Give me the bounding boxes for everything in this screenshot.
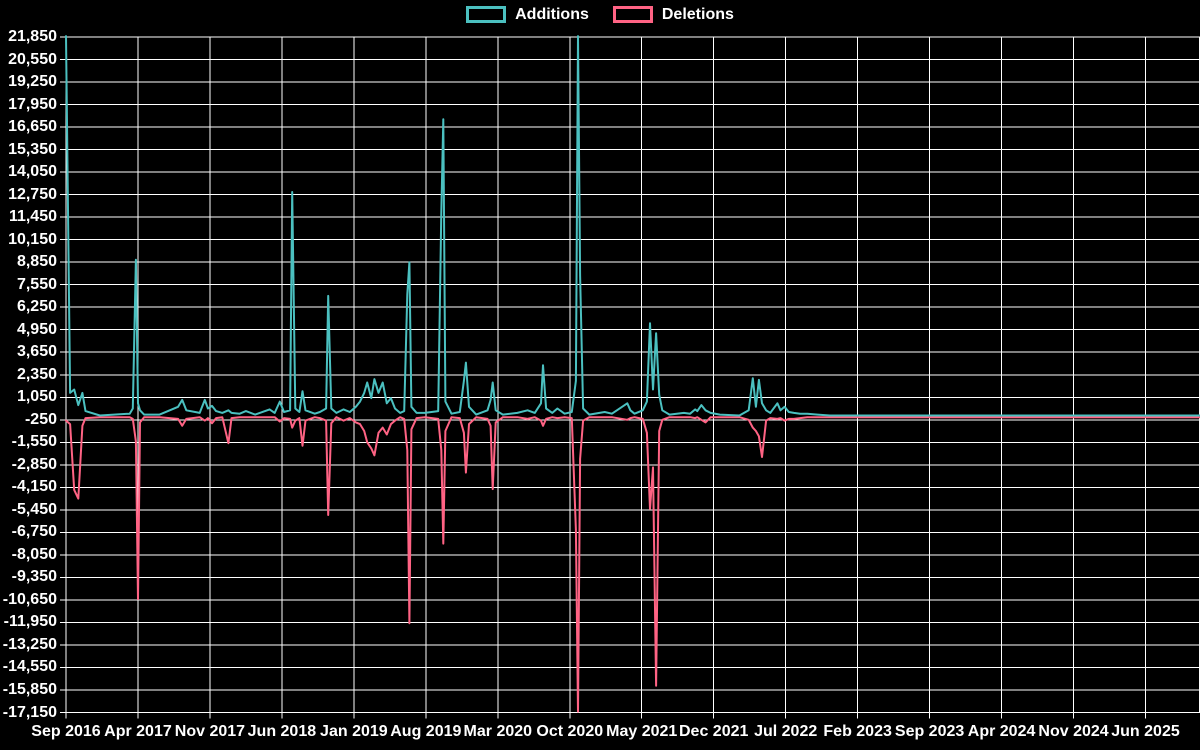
deletions-swatch-icon	[612, 6, 653, 23]
legend-label-deletions: Deletions	[661, 6, 734, 23]
legend-item-additions[interactable]: Additions	[466, 5, 589, 24]
deletions-line	[65, 416, 1200, 713]
legend-label-additions: Additions	[515, 6, 589, 23]
additions-line	[65, 35, 1200, 417]
legend: Additions Deletions	[0, 5, 1200, 24]
legend-item-deletions[interactable]: Deletions	[612, 5, 734, 24]
additions-swatch-icon	[466, 6, 507, 23]
